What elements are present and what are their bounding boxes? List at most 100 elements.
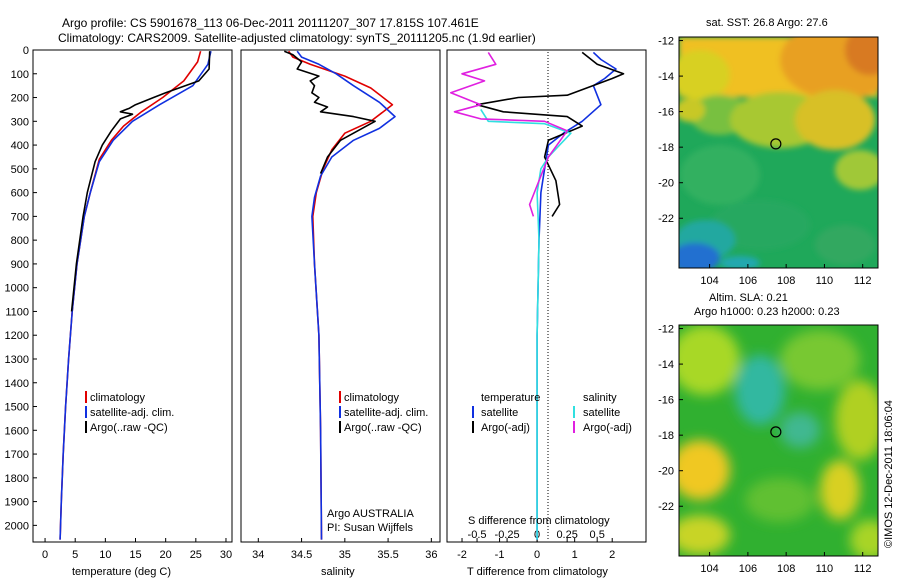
map-y-tick-label: -16	[658, 395, 674, 407]
argo-location-marker	[770, 426, 782, 438]
legend-label: climatology	[344, 392, 400, 404]
t-difference-x-axis: -2 -1 0 1 2	[457, 538, 615, 561]
salinity-x-axis: 34 34.5 35 35.5 36	[252, 538, 437, 561]
sst-map-title: sat. SST: 26.8 Argo: 27.6	[706, 17, 828, 29]
t-difference-xlabel: T difference from climatology	[467, 566, 608, 578]
series-line-satellite-adj-clim-	[59, 51, 212, 540]
map-y-tick-label: -16	[658, 107, 674, 119]
sla-map-axes: 104 106 108 110 112 -12 -14 -16 -18 -20 -22	[658, 324, 871, 575]
series-line-climatology	[287, 50, 394, 540]
depth-tick-label: 1000	[5, 283, 29, 295]
salinity-series	[283, 50, 396, 540]
x-tick-label: -2	[457, 549, 467, 561]
legend-label: Argo(..raw -QC)	[344, 422, 422, 434]
s-difference-top-axis: -0.5 -0.25 0 0.25 0.5	[468, 529, 605, 542]
x-tick-label: 30	[220, 549, 232, 561]
header-line-1: Argo profile: CS 5901678_113 06-Dec-2011…	[62, 16, 479, 30]
series-line-temperature-argo-adj-	[476, 51, 625, 217]
depth-tick-label: 1200	[5, 330, 29, 342]
map-x-tick-label: 108	[777, 275, 795, 287]
argo-location-marker	[770, 138, 782, 150]
x-tick-label: 36	[425, 549, 437, 561]
argo-pi: PI: Susan Wijffels	[327, 522, 413, 534]
depth-tick-label: 1600	[5, 425, 29, 437]
legend-label: Argo(-adj)	[481, 422, 530, 434]
legend-heading-salinity: salinity	[583, 392, 617, 404]
difference-legend: temperature satellite Argo(-adj) salinit…	[472, 392, 632, 434]
map-y-tick-label: -20	[658, 178, 674, 190]
series-line-satellite-adj-clim-	[296, 50, 396, 540]
depth-tick-label: 1500	[5, 402, 29, 414]
map-y-tick-label: -22	[658, 213, 674, 225]
map-y-tick-label: -12	[658, 324, 674, 336]
temperature-series	[59, 50, 212, 540]
map-x-tick-label: 110	[816, 275, 834, 287]
difference-series	[449, 51, 625, 540]
sla-map-frame	[678, 324, 879, 557]
depth-tick-label: 100	[11, 69, 29, 81]
depth-tick-label: 500	[11, 164, 29, 176]
map-x-tick-label: 104	[700, 275, 718, 287]
credit-stamp: ©IMOS 12-Dec-2011 18:06:04	[883, 400, 895, 548]
sla-map-title: Altim. SLA: 0.21	[709, 292, 788, 304]
depth-tick-label: 1700	[5, 449, 29, 461]
depth-tick-label: 2000	[5, 520, 29, 532]
depth-tick-label: 400	[11, 140, 29, 152]
depth-tick-label: 200	[11, 93, 29, 105]
top-tick-label: -0.25	[495, 529, 520, 541]
legend-heading-temperature: temperature	[481, 392, 540, 404]
salinity-legend: climatology satellite-adj. clim. Argo(..…	[327, 391, 428, 534]
sla-heatmap	[679, 325, 878, 556]
x-tick-label: 35	[339, 549, 351, 561]
top-tick-label: -0.5	[468, 529, 487, 541]
series-line-argo-raw-qc-	[283, 50, 376, 174]
series-line-salinity-satellite	[480, 108, 572, 540]
x-tick-label: 25	[190, 549, 202, 561]
map-y-tick-label: -18	[658, 430, 674, 442]
depth-axis: 0 100 200 300 400 500 600 700 800 900 1000 1100 1200…	[5, 45, 37, 532]
x-tick-label: 2	[609, 549, 615, 561]
x-tick-label: 10	[99, 549, 111, 561]
x-tick-label: 20	[160, 549, 172, 561]
map-x-tick-label: 106	[739, 563, 757, 575]
x-tick-label: 1	[572, 549, 578, 561]
top-tick-label: 0.25	[556, 529, 577, 541]
depth-tick-label: 1400	[5, 378, 29, 390]
salinity-xlabel: salinity	[321, 566, 355, 578]
x-tick-label: 35.5	[377, 549, 398, 561]
series-line-salinity-argo-adj-	[449, 51, 569, 217]
depth-tick-label: 300	[11, 116, 29, 128]
depth-tick-label: 1100	[5, 306, 29, 318]
map-x-tick-label: 106	[739, 275, 757, 287]
header-line-2: Climatology: CARS2009. Satellite-adjuste…	[58, 31, 536, 45]
sst-map-frame	[678, 36, 879, 269]
legend-label: Argo(-adj)	[583, 422, 632, 434]
legend-label: satellite-adj. clim.	[344, 407, 428, 419]
x-tick-label: -1	[495, 549, 505, 561]
map-x-tick-label: 112	[854, 563, 872, 575]
map-y-tick-label: -18	[658, 142, 674, 154]
depth-tick-label: 1900	[5, 497, 29, 509]
x-tick-label: 5	[72, 549, 78, 561]
salinity-panel-frame	[240, 49, 441, 543]
top-tick-label: 0.5	[590, 529, 605, 541]
legend-label: satellite	[583, 407, 620, 419]
depth-tick-label: 0	[23, 45, 29, 57]
depth-tick-label: 700	[11, 211, 29, 223]
legend-label: Argo(..raw -QC)	[90, 422, 168, 434]
depth-tick-label: 900	[11, 259, 29, 271]
difference-panel-frame	[446, 49, 647, 543]
map-y-tick-label: -14	[658, 359, 674, 371]
depth-tick-label: 1800	[5, 473, 29, 485]
map-y-tick-label: -12	[658, 36, 674, 48]
map-x-tick-label: 108	[777, 563, 795, 575]
map-x-tick-label: 112	[854, 275, 872, 287]
argo-owner: Argo AUSTRALIA	[327, 508, 414, 520]
map-x-tick-label: 110	[816, 563, 834, 575]
legend-label: satellite-adj. clim.	[90, 407, 174, 419]
x-tick-label: 34	[252, 549, 264, 561]
sst-map-axes: 104 106 108 110 112 -12 -14 -16 -18 -20 -22	[658, 36, 871, 287]
depth-tick-label: 1300	[5, 354, 29, 366]
temperature-x-axis: 0 5 10 15 20 25 30	[42, 538, 232, 561]
